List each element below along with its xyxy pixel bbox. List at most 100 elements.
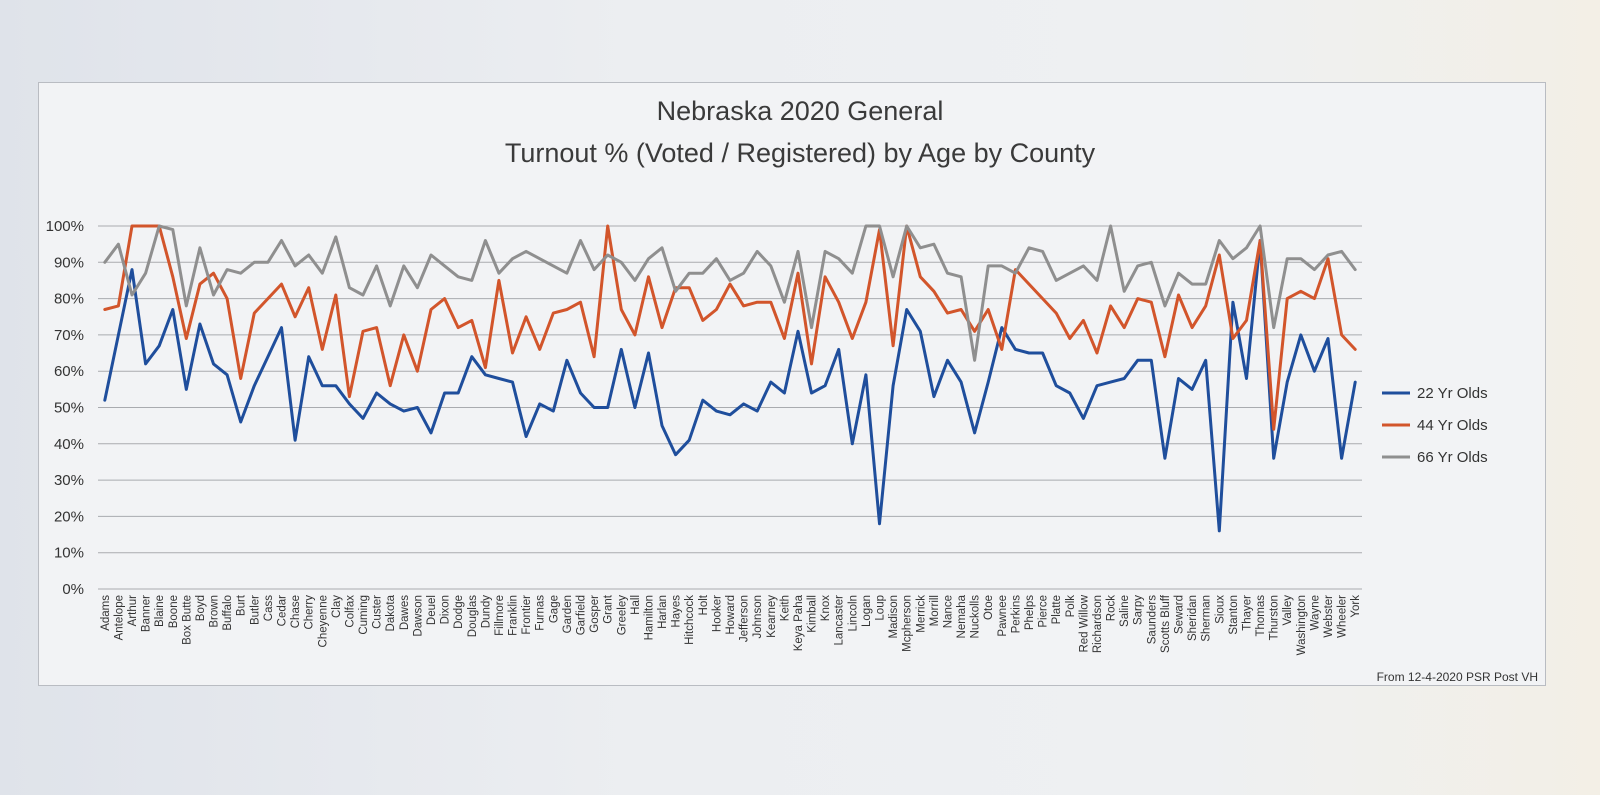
x-tick-label: Loup	[875, 595, 887, 621]
x-axis-ticks: Adams Antelope Arthur Banner Blaine Boone Box …	[100, 594, 1362, 655]
x-tick-label: Arthur	[127, 595, 139, 626]
y-tick-label: 50%	[54, 400, 84, 417]
x-tick-label: Boone	[168, 595, 180, 628]
x-tick-label: Webster	[1323, 595, 1335, 638]
x-tick-label: Gosper	[589, 595, 601, 633]
x-tick-label: Saunders	[1146, 595, 1158, 644]
x-tick-label: Gage	[548, 595, 560, 623]
x-tick-label: Greeley	[616, 595, 628, 636]
x-tick-label: Cass	[263, 595, 275, 621]
x-tick-label: Clay	[331, 595, 343, 618]
x-tick-label: Platte	[1051, 595, 1063, 624]
x-tick-label: Wayne	[1309, 595, 1321, 630]
legend-label: 44 Yr Olds	[1417, 417, 1488, 434]
x-tick-label: Burt	[236, 594, 248, 616]
x-tick-label: Hamilton	[644, 595, 656, 640]
x-tick-label: Wheeler	[1337, 595, 1349, 638]
x-tick-label: Thurston	[1269, 595, 1281, 640]
x-tick-label: Buffalo	[222, 595, 234, 631]
y-tick-label: 100%	[46, 218, 84, 235]
x-tick-label: Polk	[1065, 595, 1077, 618]
x-tick-label: Garden	[562, 595, 574, 633]
x-tick-label: Red Willow	[1078, 594, 1090, 652]
x-tick-label: Blaine	[154, 595, 166, 627]
x-tick-label: Madison	[888, 595, 900, 638]
x-tick-label: Hall	[630, 595, 642, 615]
y-tick-label: 10%	[54, 545, 84, 562]
x-tick-label: Knox	[820, 595, 832, 621]
x-tick-label: Otoe	[983, 595, 995, 620]
x-tick-label: Dodge	[453, 595, 465, 629]
x-tick-label: Washington	[1296, 595, 1308, 655]
gridlines	[98, 225, 1362, 590]
x-tick-label: Merrick	[915, 595, 927, 633]
y-tick-label: 80%	[54, 291, 84, 308]
x-tick-label: Johnson	[752, 595, 764, 638]
x-tick-label: Nuckolls	[970, 595, 982, 639]
x-tick-label: Cherry	[304, 595, 316, 630]
x-tick-label: Richardson	[1092, 595, 1104, 653]
y-tick-label: 0%	[62, 581, 84, 598]
x-tick-label: Keith	[779, 595, 791, 621]
x-tick-label: Howard	[725, 595, 737, 635]
x-tick-label: Valley	[1282, 595, 1294, 626]
x-tick-label: Fillmore	[494, 595, 506, 636]
source-note: From 12-4-2020 PSR Post VH	[1377, 670, 1538, 684]
x-tick-label: Seward	[1174, 595, 1186, 634]
x-tick-label: Dawson	[412, 595, 424, 637]
x-tick-label: Banner	[141, 595, 153, 632]
x-tick-label: Hitchcock	[684, 595, 696, 645]
x-tick-label: Saline	[1119, 595, 1131, 627]
x-tick-label: Rock	[1106, 595, 1118, 621]
x-tick-label: Sioux	[1214, 595, 1226, 624]
x-tick-label: Cheyenne	[317, 595, 329, 647]
x-tick-label: Garfield	[576, 595, 588, 635]
legend-label: 66 Yr Olds	[1417, 449, 1488, 466]
x-tick-label: Antelope	[113, 595, 125, 640]
chart-title-line-1: Nebraska 2020 General	[657, 96, 944, 126]
y-tick-label: 60%	[54, 363, 84, 380]
x-tick-label: Dixon	[440, 595, 452, 624]
x-tick-label: Boyd	[195, 595, 207, 621]
x-tick-label: Logan	[861, 595, 873, 627]
x-tick-label: Thomas	[1255, 595, 1267, 637]
x-tick-label: Dawes	[399, 595, 411, 630]
x-tick-label: York	[1350, 595, 1362, 618]
x-tick-label: Box Butte	[181, 595, 193, 645]
x-tick-label: Furnas	[535, 595, 547, 631]
y-tick-label: 70%	[54, 327, 84, 344]
x-tick-label: Jefferson	[739, 595, 751, 642]
x-tick-label: Keya Paha	[793, 594, 805, 651]
x-tick-label: Perkins	[1010, 595, 1022, 634]
x-tick-label: Dakota	[385, 594, 397, 631]
x-tick-label: Cedar	[277, 595, 289, 626]
x-tick-label: Stanton	[1228, 595, 1240, 635]
x-tick-label: Hayes	[671, 595, 683, 628]
series-line-2	[103, 224, 1357, 431]
x-tick-label: Kimball	[807, 595, 819, 633]
x-tick-label: Pierce	[1038, 595, 1050, 628]
x-tick-label: Grant	[603, 594, 615, 624]
legend: 22 Yr Olds 44 Yr Olds 66 Yr Olds	[1382, 385, 1488, 466]
x-tick-label: Kearney	[766, 595, 778, 638]
x-tick-label: Pawnee	[997, 595, 1009, 637]
x-tick-label: Chase	[290, 595, 302, 628]
x-tick-label: Sarpy	[1133, 595, 1145, 625]
y-tick-label: 90%	[54, 254, 84, 271]
x-tick-label: Frontier	[521, 595, 533, 635]
x-tick-label: Scotts Bluff	[1160, 594, 1172, 653]
y-tick-label: 40%	[54, 436, 84, 453]
x-tick-label: Nemaha	[956, 594, 968, 638]
x-tick-label: Butler	[249, 595, 261, 625]
x-tick-label: Adams	[100, 595, 112, 631]
x-tick-label: Deuel	[426, 595, 438, 625]
x-tick-label: Franklin	[508, 595, 520, 636]
x-tick-label: Lancaster	[834, 595, 846, 646]
x-tick-label: Sheridan	[1187, 595, 1199, 641]
x-tick-label: Thayer	[1242, 595, 1254, 631]
series-line-1	[103, 239, 1357, 533]
x-tick-label: Sherman	[1201, 595, 1213, 642]
x-tick-label: Colfax	[344, 595, 356, 628]
x-tick-label: Hooker	[711, 595, 723, 632]
